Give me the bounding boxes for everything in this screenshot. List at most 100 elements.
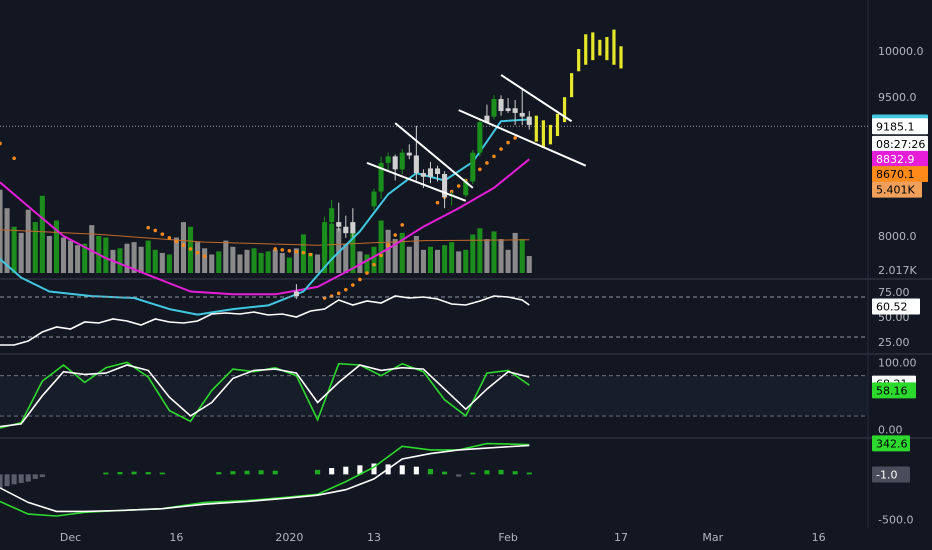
macd-hist-bar [0, 474, 3, 488]
volume-bar [244, 249, 250, 273]
volume-bar [392, 239, 398, 273]
macd-hist-bar [25, 474, 31, 482]
volume-bar [470, 234, 476, 273]
psar-dot [160, 232, 165, 236]
volume-bar [152, 249, 158, 273]
ema-slow-line [0, 158, 530, 296]
psar-dot [273, 247, 278, 251]
macd-hist-bar [498, 469, 504, 475]
macd-hist-bar [117, 472, 123, 475]
rsi-line [0, 295, 530, 346]
projection-bar [619, 46, 623, 69]
candle-white [519, 112, 525, 117]
stoch-tag-bg [872, 382, 916, 399]
macd-hist-bar [427, 468, 434, 475]
psar-dot [365, 271, 369, 275]
volume-bar [477, 228, 483, 273]
wedge-line [500, 74, 573, 123]
time-axis-label: 16 [169, 531, 183, 544]
candle-green [463, 181, 469, 196]
volume-bar [237, 254, 243, 273]
volume-bar [173, 237, 179, 273]
volume-bar [223, 240, 229, 273]
price-tag: 08:27:26 [876, 138, 925, 151]
volume-bar [420, 249, 426, 273]
volume-bar [39, 195, 45, 273]
psar-dot [492, 154, 496, 159]
ema-fast-line [0, 118, 530, 316]
projection-bar [562, 97, 567, 123]
macd-hist-bar [413, 466, 419, 475]
volume-bar [131, 242, 137, 273]
volume-bar [406, 246, 412, 273]
volume-bar [202, 248, 208, 273]
volume-bar [526, 256, 532, 273]
candle-green [378, 162, 384, 192]
volume-bar [265, 251, 271, 273]
candle-green [491, 99, 497, 117]
volume-bar [75, 245, 81, 273]
volume-tag: 5.401K [876, 184, 915, 197]
wedge-line [366, 161, 467, 202]
volume-tag-2: 2.017K [878, 264, 917, 277]
volume-bar [258, 252, 264, 273]
psar-dot [280, 248, 285, 252]
macd-hist-bar [399, 465, 405, 475]
volume-bar [491, 231, 497, 273]
price-tag: 9185.1 [876, 120, 915, 133]
candle-green [385, 156, 391, 163]
macd-hist-bar [442, 471, 448, 475]
psar-dot [499, 147, 503, 151]
psar-dot [174, 239, 179, 244]
psar-dot [301, 250, 306, 255]
macd-tag: 342.6 [876, 437, 908, 450]
volume-bar [195, 242, 201, 273]
psar-dot [12, 156, 16, 161]
macd-hist-bar [258, 470, 264, 475]
candle-white [413, 155, 419, 174]
macd-hist-bar [272, 470, 278, 475]
price-tick-label: 9500.0 [878, 91, 917, 104]
psar-dot [181, 243, 186, 248]
candle-white [293, 291, 299, 297]
time-axis-label: Mar [702, 531, 723, 544]
psar-dot [294, 249, 299, 254]
volume-bar [371, 246, 377, 273]
macd-hist-bar [103, 472, 109, 475]
volume-bar [329, 223, 335, 273]
candle-white [505, 108, 511, 112]
volume-bar [145, 240, 151, 273]
projection-bar [577, 49, 581, 72]
volume-bar [385, 229, 391, 273]
stoch-tag: 58.16 [876, 384, 908, 397]
macd-tag-bg [872, 435, 910, 452]
time-axis-label: 13 [367, 531, 381, 544]
volume-bar [166, 254, 172, 273]
volume-bar [159, 252, 165, 273]
psar-dot [393, 233, 397, 237]
macd-hist-bar [230, 471, 236, 475]
projection-bar [584, 34, 588, 65]
psar-dot [435, 200, 440, 205]
volume-bar [463, 249, 469, 273]
macd-hist-bar [39, 474, 45, 478]
macd-hist-bar [32, 474, 38, 479]
psar-dot [188, 247, 193, 251]
volume-bar [216, 251, 222, 273]
volume-bar [286, 257, 292, 273]
psar-dot [308, 252, 313, 257]
rsi-tick-label: 25.00 [878, 336, 910, 349]
macd-tag-bg [872, 466, 910, 483]
psar-dot [358, 277, 362, 282]
candle-white [420, 173, 426, 177]
volume-bar [442, 245, 448, 273]
projection-bar [605, 37, 609, 61]
volume-bar [456, 251, 462, 273]
volume-bar [279, 252, 285, 273]
projection-bar [541, 120, 545, 149]
volume-bar [505, 249, 511, 273]
psar-dot [386, 243, 390, 248]
price-tag-bg [872, 135, 928, 152]
candle-white [343, 226, 349, 234]
